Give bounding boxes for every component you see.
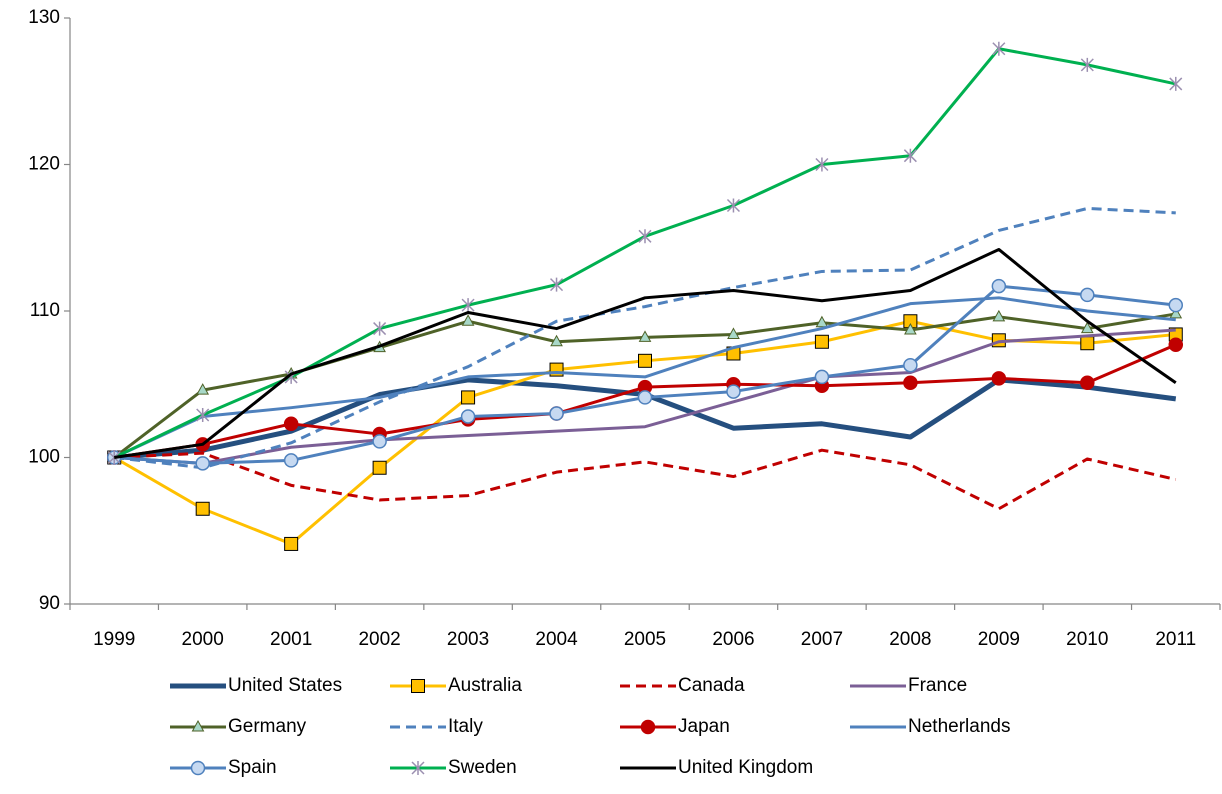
- marker: [283, 416, 299, 432]
- marker: [550, 277, 564, 292]
- series-line: [114, 448, 1177, 511]
- series-line: [114, 247, 1177, 459]
- series-line: [114, 206, 1176, 470]
- marker: [411, 761, 425, 775]
- x-tick-label: 2003: [447, 629, 489, 650]
- marker: [283, 453, 299, 468]
- marker: [1080, 287, 1095, 303]
- legend-label: Italy: [448, 716, 483, 737]
- marker: [638, 229, 652, 244]
- legend-label: Spain: [228, 757, 277, 778]
- x-tick-label: 2010: [1066, 629, 1108, 650]
- y-tick-label: 90: [39, 593, 60, 614]
- x-tick-label: 2011: [1155, 629, 1196, 650]
- x-tick-label: 2000: [182, 629, 224, 650]
- marker: [190, 760, 206, 776]
- legend-label: Japan: [678, 716, 730, 737]
- marker: [1168, 337, 1184, 352]
- series-line: [113, 296, 1176, 459]
- marker: [903, 357, 918, 373]
- x-tick-label: 2005: [624, 629, 666, 650]
- marker: [461, 314, 475, 326]
- marker: [460, 409, 476, 424]
- marker: [903, 148, 917, 163]
- x-tick-label: 1999: [93, 629, 135, 650]
- marker: [196, 383, 210, 395]
- marker: [815, 157, 829, 172]
- marker: [903, 375, 918, 391]
- x-tick-label: 2004: [535, 629, 578, 650]
- x-tick-label: 2008: [889, 629, 931, 650]
- marker: [992, 41, 1006, 56]
- marker: [815, 315, 829, 328]
- series-line: [114, 328, 1176, 465]
- marker: [411, 679, 425, 693]
- marker: [1080, 336, 1095, 351]
- marker: [1168, 297, 1184, 313]
- marker: [550, 334, 563, 347]
- marker: [640, 719, 656, 735]
- legend-label: Canada: [678, 675, 745, 696]
- marker: [1080, 57, 1094, 72]
- marker: [904, 323, 917, 335]
- legend-label: Netherlands: [908, 716, 1010, 737]
- marker: [372, 460, 387, 475]
- legend-label: United Kingdom: [678, 757, 813, 778]
- marker: [195, 501, 210, 516]
- marker: [373, 321, 387, 336]
- legend-label: Germany: [228, 716, 307, 737]
- marker: [991, 371, 1007, 386]
- marker: [1080, 321, 1094, 334]
- legend-label: France: [908, 675, 967, 696]
- marker: [992, 309, 1006, 322]
- marker: [638, 353, 652, 368]
- marker: [727, 327, 740, 339]
- marker: [726, 384, 741, 399]
- legend-label: Australia: [448, 675, 522, 696]
- marker: [284, 536, 299, 551]
- marker: [196, 408, 210, 423]
- marker: [1169, 76, 1183, 91]
- marker: [1169, 306, 1183, 319]
- marker: [814, 334, 829, 349]
- marker: [191, 719, 205, 732]
- marker: [637, 390, 653, 405]
- y-tick-label: 100: [28, 447, 60, 468]
- x-tick-label: 2006: [712, 629, 754, 650]
- marker: [195, 456, 210, 471]
- marker: [991, 278, 1007, 294]
- legend-label: Sweden: [448, 757, 517, 778]
- y-tick-label: 110: [30, 300, 60, 321]
- y-tick-label: 130: [28, 7, 60, 28]
- marker: [461, 298, 475, 313]
- marker: [726, 198, 740, 213]
- marker: [372, 434, 387, 449]
- x-tick-label: 2007: [801, 629, 843, 650]
- marker: [461, 390, 476, 405]
- marker: [814, 369, 830, 385]
- marker: [549, 406, 564, 421]
- legend-label: United States: [228, 675, 342, 696]
- x-tick-label: 2001: [270, 629, 312, 650]
- y-tick-label: 120: [28, 154, 60, 175]
- x-tick-label: 2009: [978, 629, 1020, 650]
- marker: [1080, 375, 1095, 391]
- x-tick-label: 2002: [358, 629, 400, 650]
- marker: [638, 330, 652, 342]
